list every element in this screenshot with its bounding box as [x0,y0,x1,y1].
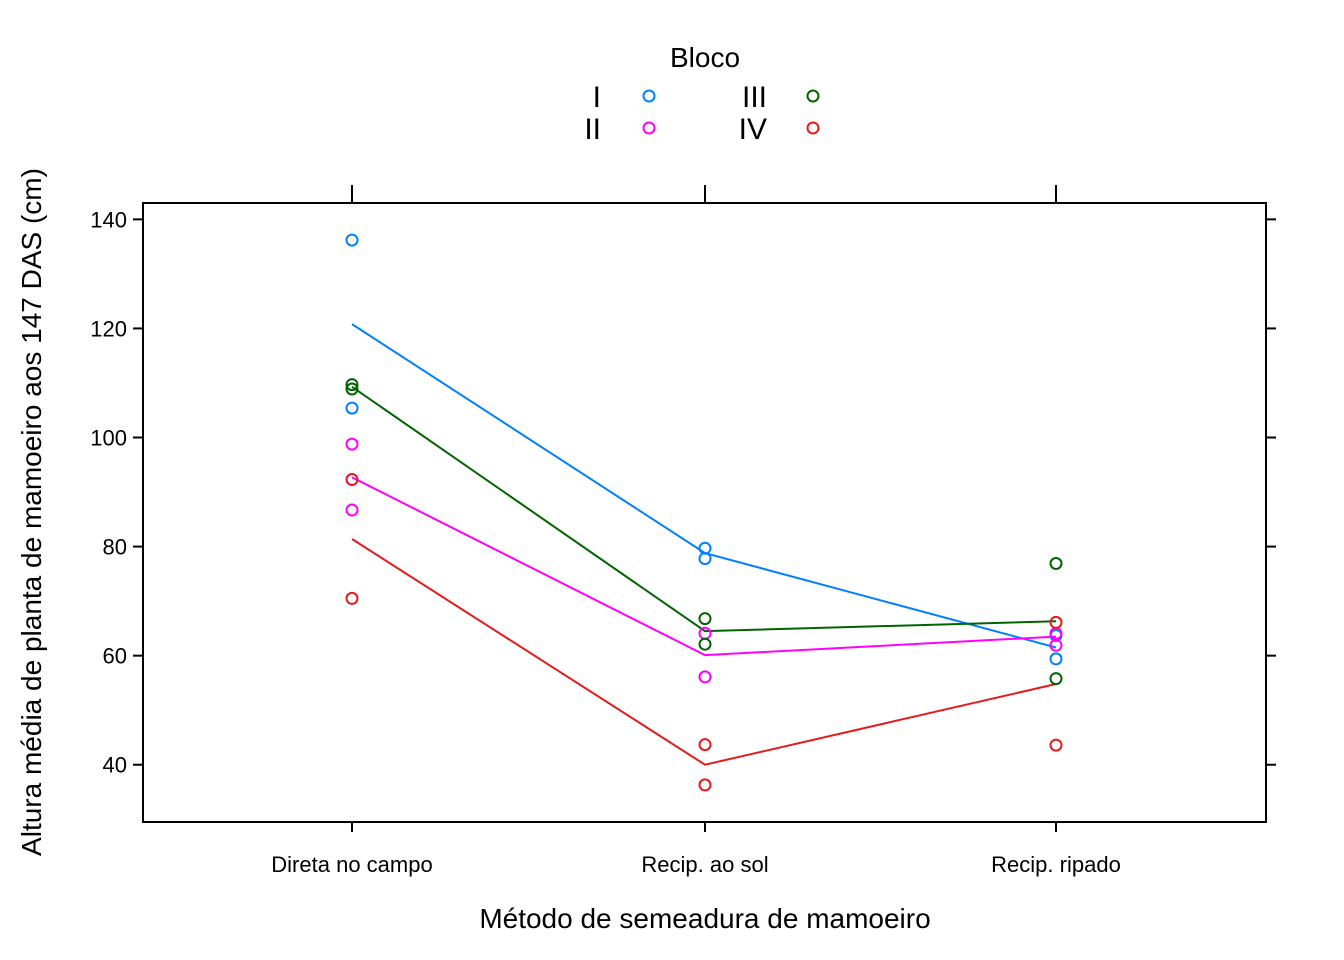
legend-title: Bloco [670,42,740,73]
data-point-III [698,612,712,626]
y-tick-label: 60 [103,644,127,669]
y-tick-label: 140 [90,207,127,232]
y-axis-title: Altura média de planta de mamoeiro aos 1… [16,168,47,856]
series-points [345,233,1063,792]
data-point-III [698,637,712,651]
data-point-III [345,378,359,392]
y-tick-label: 120 [90,316,127,341]
x-axis-title: Método de semeadura de mamoeiro [479,903,930,934]
data-point-II [698,626,712,640]
x-tick-label: Recip. ao sol [641,852,768,877]
data-point-IV [345,591,359,605]
data-point-II [1049,638,1063,652]
legend-label-IV: IV [739,113,767,146]
legend-marker-IV [806,121,820,135]
data-point-III [345,382,359,396]
series-line-II [351,476,1057,657]
data-point-II [345,437,359,451]
legend-marker-I [642,89,656,103]
series-line-III [351,385,1057,633]
y-tick-label: 40 [103,753,127,778]
series-line-IV [351,538,1057,766]
data-point-III [1049,672,1063,686]
legend-label-II: II [584,113,601,146]
data-point-II [698,670,712,684]
y-tick-label: 100 [90,426,127,451]
data-point-I [345,233,359,247]
data-point-I [698,552,712,566]
data-point-IV [698,738,712,752]
data-point-III [1049,557,1063,570]
x-tick-label: Recip. ripado [991,852,1121,877]
data-point-II [345,503,359,517]
series-line-I [351,323,1057,649]
data-point-IV [345,473,359,486]
plot-area [142,202,1267,823]
y-tick-label: 80 [103,535,127,560]
legend-marker-III [806,89,820,103]
data-point-IV [1049,615,1063,629]
data-point-I [345,401,359,415]
legend-label-I: I [593,81,601,114]
data-point-IV [698,778,712,792]
legend-label-III: III [742,81,767,114]
x-axis: Direta no campo Recip. ao sol Recip. ripad… [271,185,1121,877]
data-point-IV [1049,738,1063,752]
legend-marker-II [642,121,656,135]
x-tick-label: Direta no campo [271,852,432,877]
series-lines [351,323,1057,766]
data-point-I [1049,652,1063,666]
y-axis: 40 60 80 100 120 140 [90,207,1276,778]
